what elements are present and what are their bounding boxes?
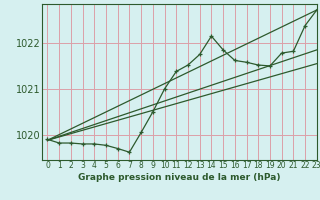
X-axis label: Graphe pression niveau de la mer (hPa): Graphe pression niveau de la mer (hPa) (78, 173, 280, 182)
